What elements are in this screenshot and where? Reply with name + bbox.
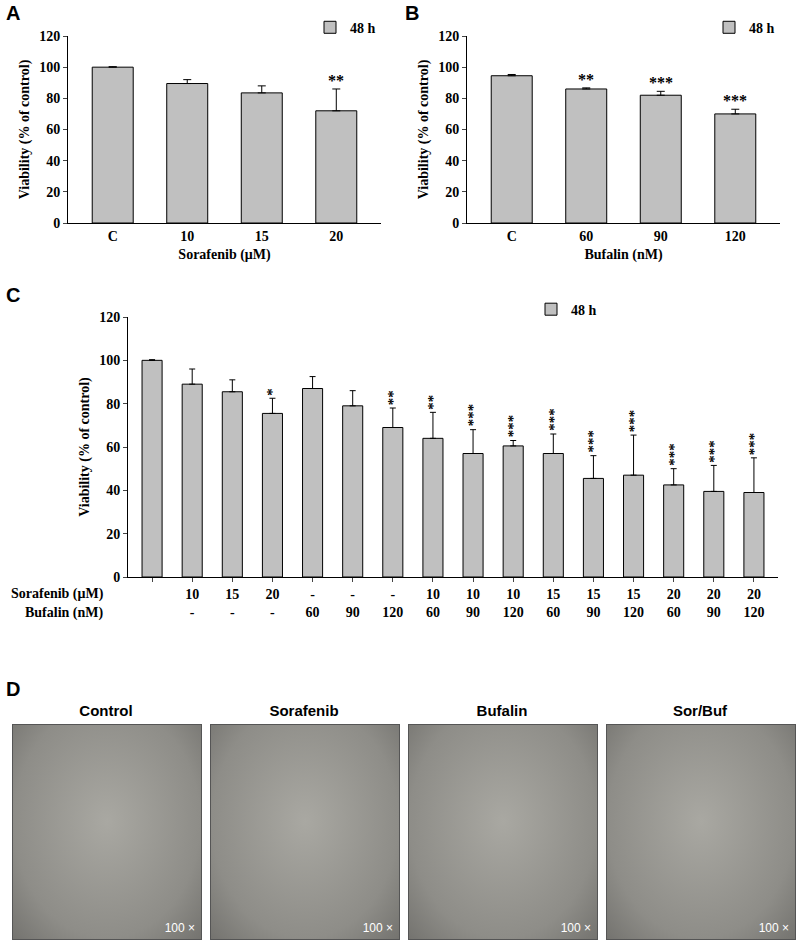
svg-text:100: 100 [99,353,120,368]
svg-text:80: 80 [445,91,459,106]
svg-text:***: *** [465,404,481,427]
svg-text:48 h: 48 h [350,21,376,36]
svg-text:60: 60 [46,122,60,137]
svg-text:*: * [264,388,280,396]
svg-text:***: *** [746,433,762,456]
svg-text:1090: 1090 [466,587,480,620]
svg-text:10-: 10- [185,587,199,620]
svg-text:100: 100 [39,60,60,75]
html-text:C: C [6,284,21,306]
svg-text:100: 100 [438,60,459,75]
svg-text:-120: -120 [382,587,403,620]
svg-text:-90: -90 [346,587,360,620]
html-text:100 ×: 100 × [362,921,393,935]
svg-text:***: *** [723,92,747,109]
svg-text:20120: 20120 [743,587,764,620]
svg-text:Viability (% of control): Viability (% of control) [77,377,93,517]
svg-text:60: 60 [106,440,120,455]
svg-text:20: 20 [106,527,120,542]
svg-text:15120: 15120 [623,587,644,620]
svg-text:**: ** [328,72,344,89]
svg-text:120: 120 [725,229,746,244]
svg-text:-60: -60 [306,587,320,620]
svg-text:***: *** [546,408,562,431]
svg-text:***: *** [666,443,682,466]
svg-text:80: 80 [106,397,120,412]
svg-text:80: 80 [46,91,60,106]
html-text:Bufalin: Bufalin [476,702,528,719]
svg-text:60: 60 [445,122,459,137]
svg-text:10120: 10120 [503,587,524,620]
svg-text:***: *** [706,440,722,463]
html-text:D: D [6,678,21,700]
svg-text:48 h: 48 h [571,303,597,318]
html-text:100 ×: 100 × [164,921,195,935]
svg-text:***: *** [626,410,642,433]
svg-text:0: 0 [452,216,459,231]
svg-text:Sorafenib (μM): Sorafenib (μM) [178,247,271,263]
svg-text:2090: 2090 [707,587,721,620]
svg-text:15: 15 [255,229,269,244]
svg-text:***: *** [649,74,673,91]
svg-text:120: 120 [99,310,120,325]
svg-text:20: 20 [329,229,343,244]
html-text:B: B [405,2,420,24]
svg-text:Sorafenib (μM): Sorafenib (μM) [11,586,104,602]
html-text:Control: Control [79,702,133,719]
svg-text:C: C [108,229,118,244]
svg-text:40: 40 [106,483,120,498]
svg-text:**: ** [385,390,401,405]
svg-text:0: 0 [113,570,120,585]
svg-text:10: 10 [180,229,194,244]
svg-text:20: 20 [445,185,459,200]
svg-text:1590: 1590 [586,587,600,620]
svg-text:1060: 1060 [426,587,440,620]
svg-text:20-: 20- [265,587,279,620]
svg-text:**: ** [425,395,441,410]
svg-text:90: 90 [654,229,668,244]
svg-text:40: 40 [46,154,60,169]
svg-text:40: 40 [445,154,459,169]
svg-text:1560: 1560 [546,587,560,620]
svg-text:0: 0 [53,216,60,231]
svg-text:Viability (% of control): Viability (% of control) [416,59,432,199]
svg-text:Viability (% of control): Viability (% of control) [17,59,33,199]
svg-text:48 h: 48 h [749,21,775,36]
svg-text:***: *** [505,415,521,438]
svg-text:**: ** [578,71,594,88]
svg-text:C: C [507,229,517,244]
html-text:Sorafenib: Sorafenib [269,702,339,719]
svg-text:***: *** [585,430,601,453]
svg-text:20: 20 [46,185,60,200]
svg-text:120: 120 [39,29,60,44]
svg-text:Bufalin (nM): Bufalin (nM) [25,605,104,621]
svg-text:60: 60 [579,229,593,244]
svg-text:2060: 2060 [667,587,681,620]
svg-text:120: 120 [438,29,459,44]
html-text:A: A [6,2,21,24]
html-text:Sor/Buf: Sor/Buf [672,702,728,719]
html-text:100 ×: 100 × [560,921,591,935]
svg-text:Bufalin (nM): Bufalin (nM) [584,247,663,263]
html-text:100 ×: 100 × [758,921,789,935]
svg-text:15-: 15- [225,587,239,620]
